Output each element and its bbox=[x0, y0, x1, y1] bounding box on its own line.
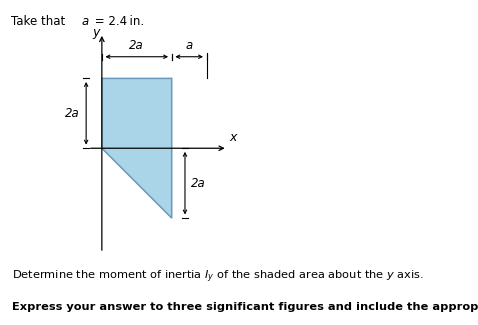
Text: 2a: 2a bbox=[191, 177, 206, 190]
Polygon shape bbox=[102, 78, 172, 218]
Text: 2a: 2a bbox=[65, 107, 80, 120]
Text: Determine the moment of inertia $I_y$ of the shaded area about the $y$ axis.: Determine the moment of inertia $I_y$ of… bbox=[12, 269, 424, 285]
Text: 2a: 2a bbox=[130, 39, 144, 52]
Text: a: a bbox=[82, 15, 89, 28]
Text: x: x bbox=[229, 131, 237, 144]
Text: Take that: Take that bbox=[11, 15, 69, 28]
Text: a: a bbox=[185, 39, 193, 52]
Text: = 2.4 in.: = 2.4 in. bbox=[91, 15, 144, 28]
Text: Express your answer to three significant figures and include the appropriate uni: Express your answer to three significant… bbox=[12, 302, 478, 312]
Text: y: y bbox=[92, 26, 100, 39]
